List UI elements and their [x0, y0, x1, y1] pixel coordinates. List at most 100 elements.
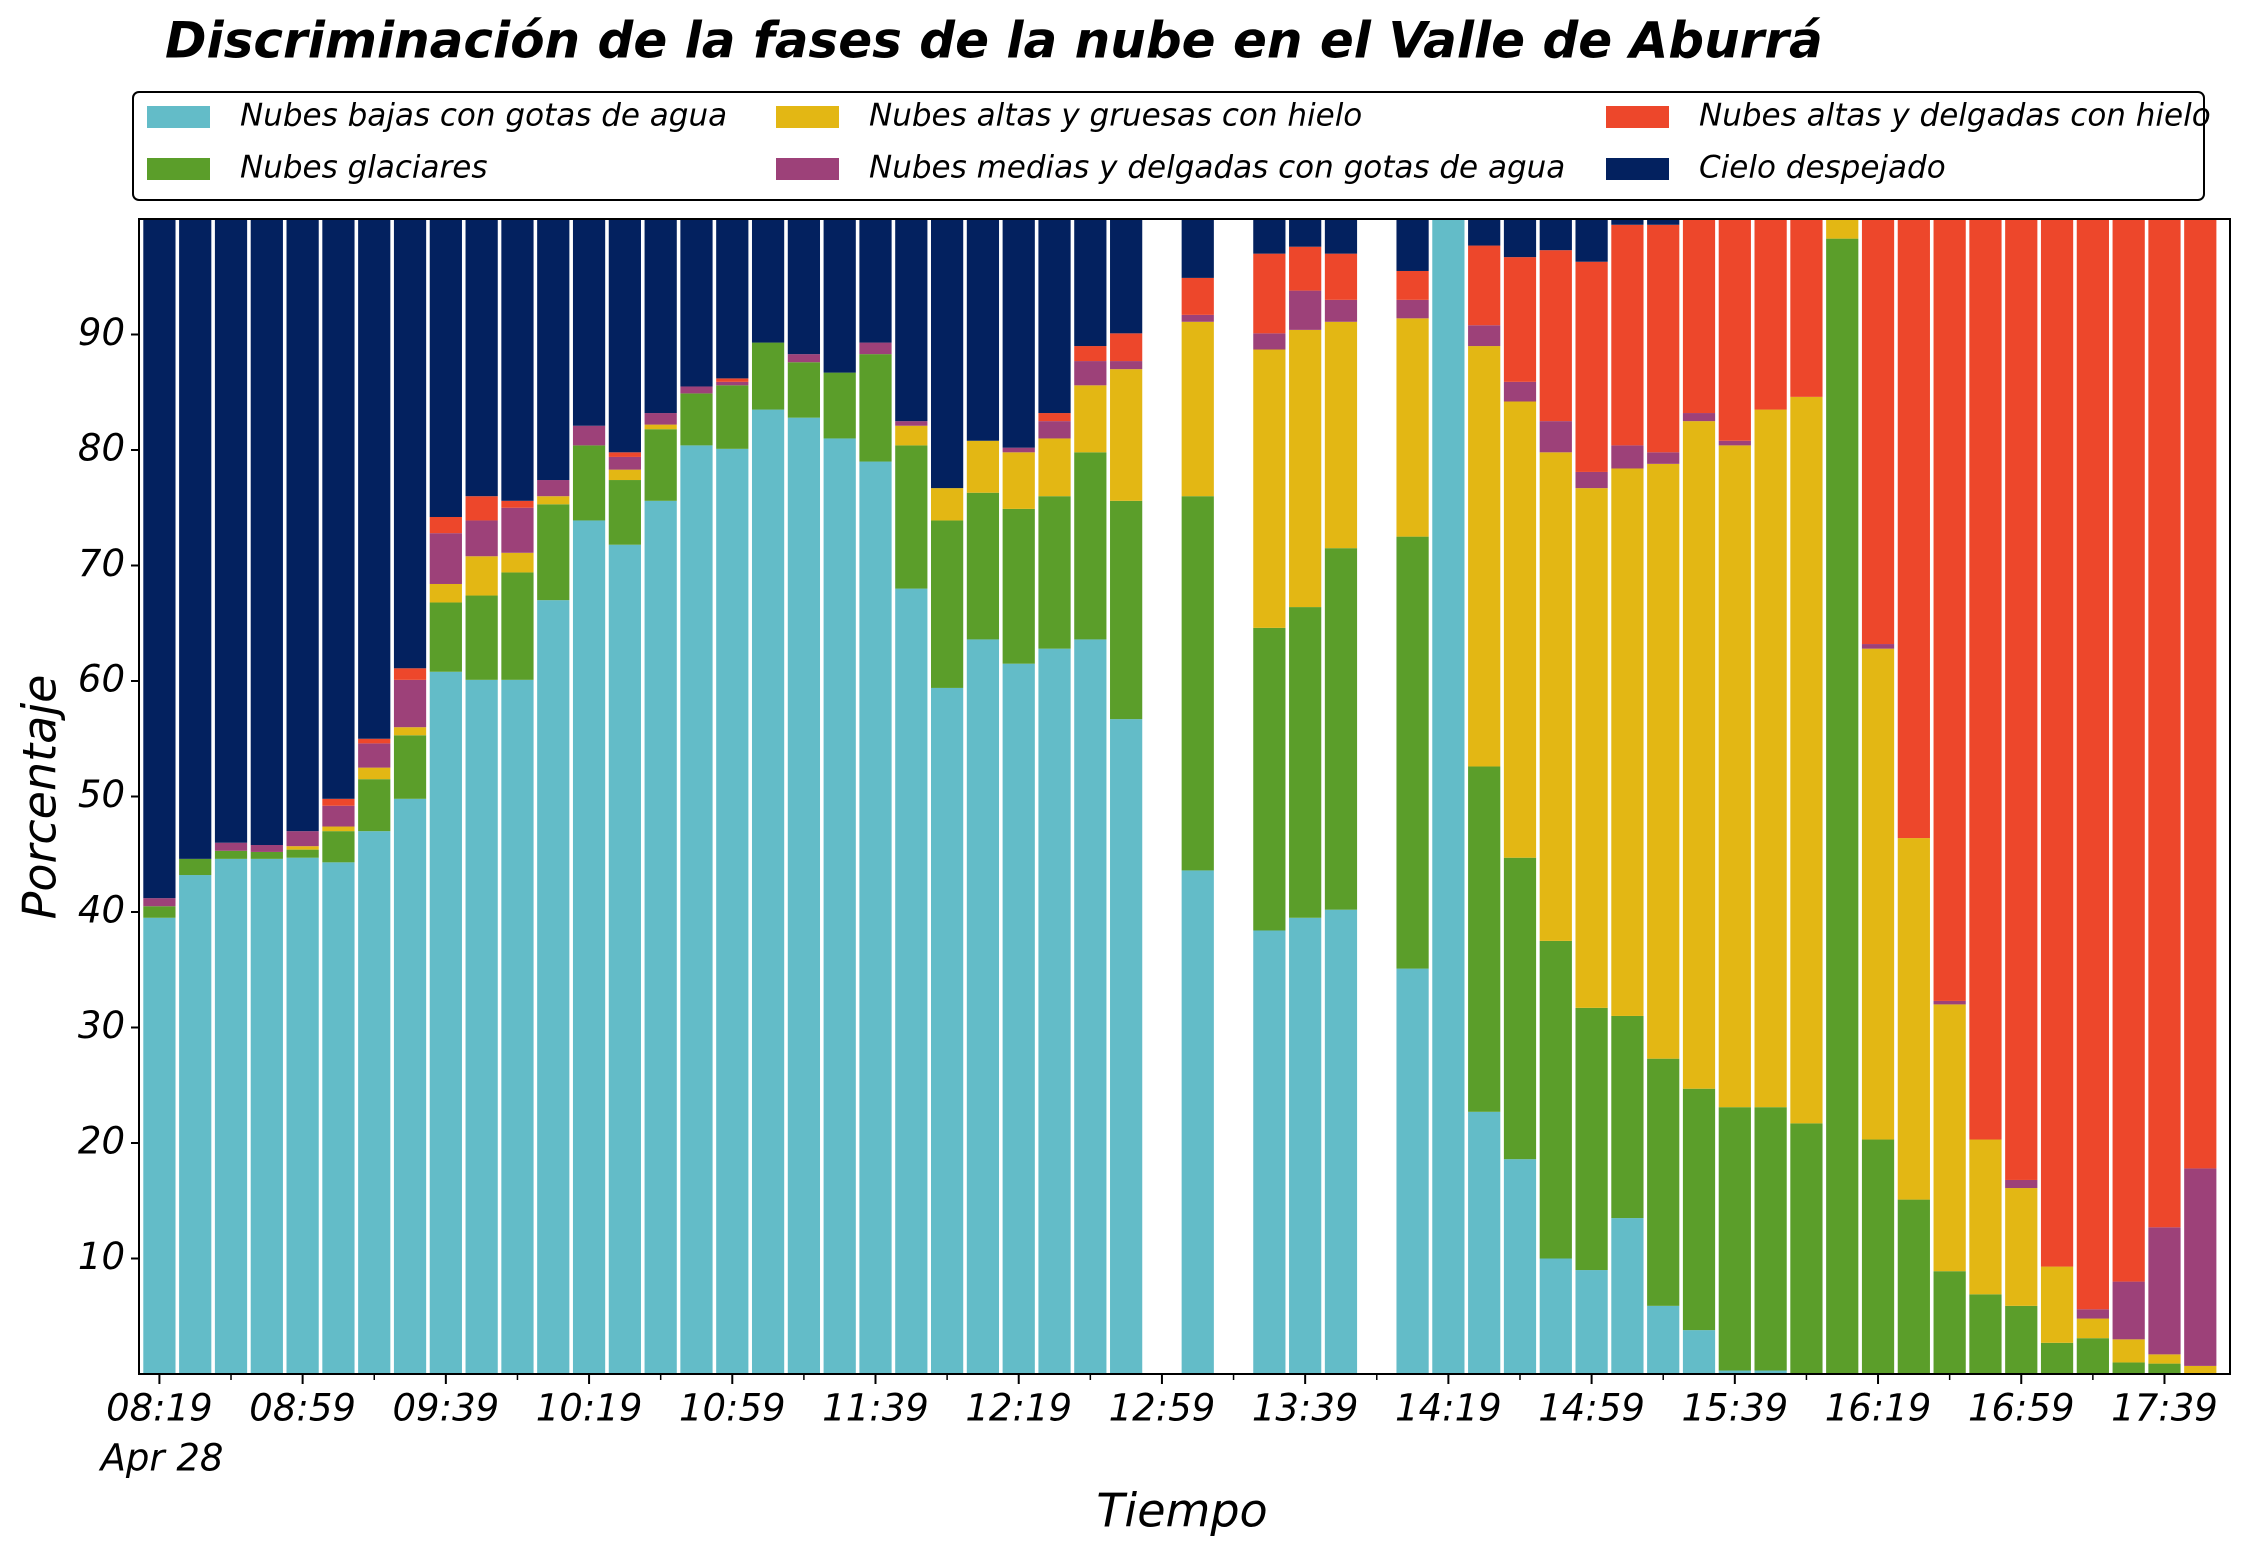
bar-segment: [1110, 333, 1143, 362]
bar-segment: [2148, 1354, 2181, 1364]
bar-segment: [1718, 219, 1751, 441]
y-tick-label: 80: [78, 427, 125, 470]
bar-segment: [2076, 1318, 2109, 1339]
bar-segment: [179, 219, 212, 859]
bar-segment: [1253, 253, 1286, 334]
bar-segment: [429, 516, 462, 534]
bar-segment: [2184, 219, 2217, 1169]
bar-segment: [1969, 1294, 2002, 1374]
bar-segment: [1396, 270, 1429, 300]
bar-segment: [1897, 1199, 1930, 1374]
bar-segment: [1074, 361, 1107, 386]
bar-segment: [1503, 857, 1537, 1160]
bar-segment: [179, 858, 212, 876]
bar-segment: [1682, 413, 1716, 422]
bar-segment: [1790, 396, 1823, 1124]
bar-segment: [680, 445, 713, 1374]
bar-segment: [1110, 719, 1143, 1374]
y-tick-label: 90: [78, 311, 125, 354]
x-tick-label: 14:19: [1395, 1387, 1502, 1430]
bar-segment: [1503, 401, 1537, 858]
bar-segment: [1253, 333, 1286, 350]
bar-segment: [1647, 224, 1680, 453]
bar-segment: [1575, 1007, 1608, 1271]
bar-segment: [2112, 1339, 2145, 1363]
bar-segment: [429, 219, 462, 517]
bar-segment: [2040, 1266, 2074, 1343]
legend-label: Cielo despejado: [1699, 150, 1946, 186]
bar-segment: [179, 875, 212, 1374]
x-tick-label: 17:39: [2111, 1387, 2218, 1430]
bar-segment: [2076, 219, 2109, 1310]
bar-segment: [1503, 1159, 1537, 1374]
bar-segment: [1396, 318, 1429, 537]
bar-segment: [1503, 257, 1537, 382]
bar-segment: [501, 552, 534, 573]
bar-segment: [608, 480, 641, 545]
bar-segment: [1289, 290, 1322, 330]
bar-segment: [931, 687, 964, 1374]
bar-segment: [1933, 1271, 1966, 1374]
bar-segment: [214, 850, 248, 859]
bar-segment: [2076, 1338, 2109, 1374]
bar-segment: [429, 671, 462, 1374]
bar-segment: [787, 219, 821, 355]
bar-segment: [823, 438, 856, 1374]
bar-segment: [2005, 219, 2038, 1180]
bar-segment: [1611, 219, 1644, 225]
bar-segment: [966, 219, 1000, 441]
bar-segment: [1396, 536, 1429, 969]
bar-segment: [2148, 219, 2181, 1228]
bar-segment: [1110, 219, 1143, 334]
legend-box: [132, 91, 2205, 201]
bar-segment: [1324, 548, 1358, 910]
bar-segment: [1002, 447, 1035, 453]
bar-segment: [1790, 1123, 1823, 1374]
x-tick-label: 15:39: [1681, 1387, 1788, 1430]
bar-segment: [214, 858, 248, 1374]
bar-segment: [644, 413, 677, 425]
x-tick-label: 10:59: [679, 1387, 786, 1430]
legend-label: Nubes bajas con gotas de agua: [240, 98, 727, 134]
x-tick-label: 13:39: [1252, 1387, 1359, 1430]
bar-segment: [1074, 219, 1107, 347]
bar-segment: [1897, 219, 1930, 839]
bar-segment: [1253, 627, 1286, 931]
bar-segment: [429, 533, 462, 584]
bar-segment: [322, 862, 355, 1374]
bar-segment: [2112, 1362, 2145, 1374]
bar-segment: [1038, 219, 1071, 414]
bar-segment: [286, 857, 319, 1374]
bar-segment: [1468, 245, 1501, 326]
bar-segment: [895, 219, 928, 422]
chart-title: Discriminación de la fases de la nube en…: [165, 12, 1823, 70]
bar-segment: [393, 219, 427, 669]
bar-segment: [465, 679, 498, 1374]
bar-segment: [2005, 1188, 2038, 1306]
bar-segment: [2005, 1305, 2038, 1374]
bar-segment: [823, 372, 856, 439]
bar-segment: [1181, 321, 1214, 497]
bar-segment: [1826, 219, 1859, 239]
bar-segment: [501, 219, 534, 501]
x-tick-label: 08:19: [106, 1387, 213, 1430]
bar-segment: [1754, 1370, 1787, 1374]
bar-segment: [1861, 648, 1895, 1140]
bar-segment: [859, 354, 892, 462]
bar-segment: [644, 500, 677, 1374]
bar-segment: [1468, 766, 1501, 1112]
bar-segment: [1002, 452, 1035, 509]
bar-segment: [1002, 508, 1035, 664]
bar-segment: [2040, 1342, 2074, 1374]
bar-segment: [1253, 349, 1286, 628]
bar-segment: [286, 831, 319, 847]
bar-segment: [1468, 219, 1501, 246]
bar-segment: [1682, 1330, 1716, 1374]
bar-segment: [1933, 1004, 1966, 1272]
bar-segment: [1539, 421, 1572, 453]
bar-segment: [1432, 219, 1465, 1374]
x-tick-label: 08:59: [249, 1387, 356, 1430]
legend-swatch: [776, 158, 839, 180]
bar-segment: [1682, 219, 1716, 414]
bar-segment: [680, 393, 713, 446]
